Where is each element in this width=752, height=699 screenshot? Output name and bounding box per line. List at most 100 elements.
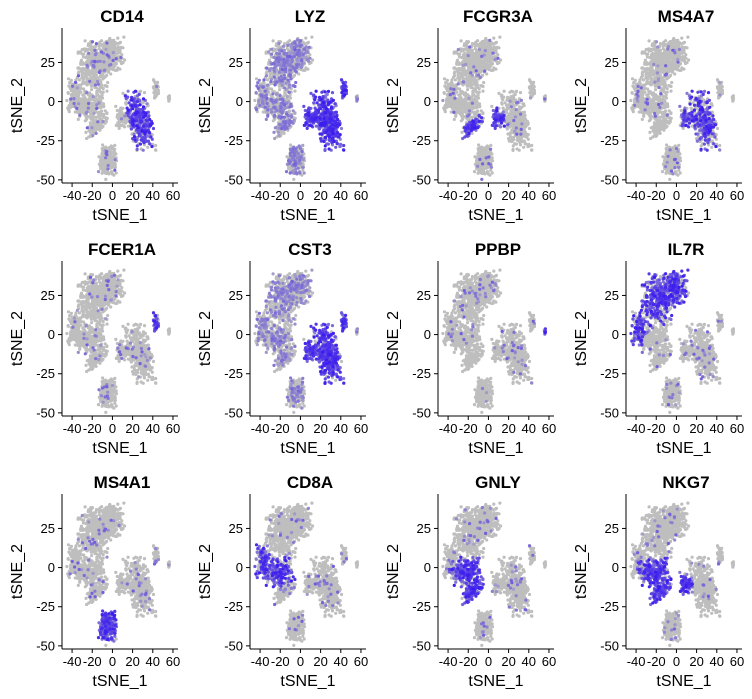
cell-point <box>110 170 114 174</box>
cell-point <box>132 135 137 139</box>
cell-point <box>261 110 265 114</box>
cell-point <box>323 144 327 148</box>
cell-point <box>281 57 286 61</box>
cell-point <box>102 56 106 60</box>
y-tick-label: 0 <box>48 94 55 109</box>
cell-point <box>282 73 287 77</box>
cell-point <box>283 70 288 74</box>
cell-point <box>100 96 105 100</box>
cell-point <box>76 110 80 114</box>
cell-point <box>66 106 70 110</box>
cell-point <box>114 152 118 156</box>
cell-point <box>485 72 489 76</box>
cell-point <box>151 78 156 82</box>
cell-point <box>287 122 291 126</box>
cell-point <box>75 93 79 97</box>
cell-point <box>117 126 121 130</box>
cell-point <box>81 61 85 65</box>
cell-point <box>323 148 327 152</box>
cell-point <box>69 89 73 93</box>
cell-point <box>131 107 135 111</box>
cell-point <box>73 110 77 114</box>
cell-point <box>482 42 486 46</box>
cell-point <box>142 137 146 141</box>
cell-point <box>143 113 147 117</box>
cell-point <box>299 65 303 69</box>
cell-point <box>322 139 326 144</box>
cell-point <box>298 39 302 43</box>
cell-point <box>134 111 138 115</box>
cell-point <box>118 46 122 50</box>
cell-point <box>273 100 277 104</box>
cell-point <box>100 151 105 155</box>
cell-point <box>126 89 130 93</box>
cell-point <box>97 101 101 105</box>
cell-point <box>268 72 272 77</box>
cell-point <box>85 83 89 87</box>
cell-point <box>148 117 152 122</box>
cell-point <box>75 106 79 111</box>
cell-point <box>133 104 137 108</box>
cell-point <box>487 41 491 45</box>
cell-point <box>279 132 283 136</box>
cell-point <box>476 93 480 97</box>
cell-point <box>272 105 276 109</box>
cell-point <box>67 110 71 114</box>
cell-point <box>80 102 84 106</box>
cell-point <box>92 97 96 101</box>
cell-point <box>111 161 115 165</box>
x-tick-label: 40 <box>334 188 348 203</box>
cell-point <box>474 40 478 44</box>
cell-point <box>114 104 118 108</box>
x-tick-label: 0 <box>109 188 116 203</box>
cell-point <box>138 103 142 107</box>
cell-point <box>118 124 122 128</box>
cell-point <box>257 99 261 103</box>
cell-point <box>114 57 118 61</box>
cell-point <box>442 77 447 81</box>
cell-point <box>296 161 300 165</box>
cell-point <box>304 113 308 117</box>
cell-point <box>98 155 102 159</box>
cell-point <box>328 120 332 124</box>
cell-point <box>275 108 279 112</box>
cell-point <box>98 164 102 168</box>
cell-point <box>99 161 103 165</box>
cell-point <box>83 72 87 76</box>
cell-point <box>108 36 112 41</box>
panel-title: FCGR3A <box>463 7 533 26</box>
cell-point <box>79 58 83 62</box>
cell-point <box>473 56 477 60</box>
cell-point <box>118 50 122 55</box>
cell-point <box>449 80 454 84</box>
cell-point <box>274 44 278 48</box>
y-axis-label: tSNE_2 <box>197 78 214 133</box>
cell-point <box>94 95 98 99</box>
cell-point <box>95 103 99 107</box>
cell-point <box>319 139 323 143</box>
cell-point <box>470 95 474 99</box>
cell-point <box>451 105 455 109</box>
cell-point <box>135 144 139 148</box>
cell-point <box>452 85 457 89</box>
cell-point <box>283 124 287 129</box>
cell-point <box>116 121 120 125</box>
cell-point <box>302 123 306 127</box>
cell-point <box>101 170 105 174</box>
cell-point <box>96 82 100 86</box>
cell-point <box>474 43 478 48</box>
cell-point <box>290 114 294 118</box>
cell-point <box>277 122 281 126</box>
cell-point <box>292 118 296 122</box>
cell-point <box>453 70 457 74</box>
cell-point <box>109 62 113 67</box>
cell-point <box>319 137 323 141</box>
cell-point <box>459 72 463 76</box>
cell-point <box>141 97 146 101</box>
cell-point <box>288 171 292 175</box>
cell-point <box>156 90 160 94</box>
cell-point <box>295 38 300 42</box>
cell-point <box>113 147 117 151</box>
cell-point <box>475 109 480 113</box>
cell-point <box>127 101 131 105</box>
